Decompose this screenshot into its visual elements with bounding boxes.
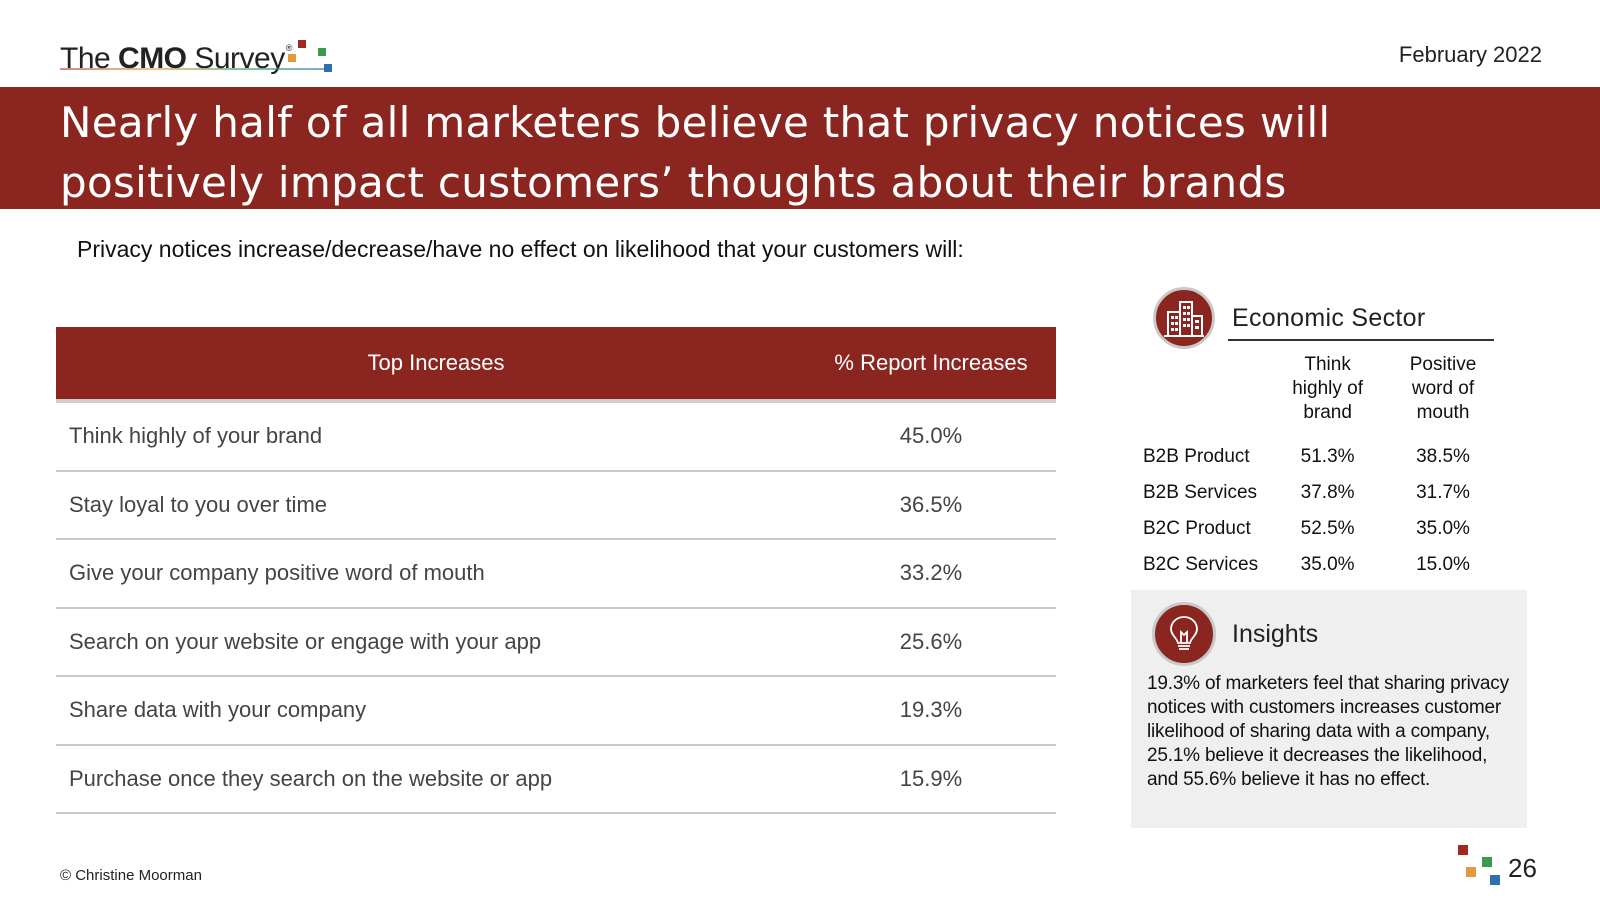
table-row: Search on your website or engage with yo… bbox=[56, 609, 1056, 677]
report-date: February 2022 bbox=[1398, 42, 1542, 67]
sector-row-value-b: 38.5% bbox=[1416, 446, 1470, 467]
sector-row-value-a: 52.5% bbox=[1300, 518, 1355, 539]
row-label: Give your company positive word of mouth bbox=[69, 560, 485, 586]
row-label: Think highly of your brand bbox=[69, 423, 323, 449]
page-squares-icon bbox=[1452, 843, 1502, 893]
row-value: 15.9% bbox=[899, 765, 963, 791]
row-label: Purchase once they search on the website… bbox=[69, 765, 553, 791]
row-value: 25.6% bbox=[899, 628, 963, 654]
table-row: Think highly of your brand 45.0% bbox=[56, 403, 1056, 472]
sector-table: Think highly of brand Positive word of m… bbox=[1143, 353, 1503, 583]
slide-title: Nearly half of all marketers believe tha… bbox=[60, 98, 1331, 207]
sector-row: B2B Product 51.3% 38.5% bbox=[1143, 439, 1503, 475]
page-number: 26 bbox=[1508, 853, 1537, 883]
sector-title: Economic Sector bbox=[1232, 304, 1426, 332]
sector-row: B2C Services 35.0% 15.0% bbox=[1143, 547, 1503, 583]
row-value: 36.5% bbox=[899, 491, 963, 517]
lightbulb-icon-svg bbox=[1170, 616, 1198, 650]
sector-row-value-a: 35.0% bbox=[1300, 554, 1355, 575]
header-report-increases: % Report Increases bbox=[834, 350, 1028, 375]
col-think-highly: Think highly of brand bbox=[1292, 354, 1363, 423]
table-row: Give your company positive word of mouth… bbox=[56, 540, 1056, 609]
title-banner: Nearly half of all marketers believe tha… bbox=[0, 87, 1600, 209]
logo-underline bbox=[60, 68, 330, 70]
sector-row-value-b: 31.7% bbox=[1416, 482, 1470, 503]
sector-row-value-b: 35.0% bbox=[1416, 518, 1470, 539]
sector-row-label: B2B Services bbox=[1143, 482, 1258, 503]
header-rule bbox=[56, 399, 1056, 403]
row-label: Share data with your company bbox=[69, 697, 367, 723]
sector-row-label: B2C Product bbox=[1143, 518, 1251, 539]
header-top-increases: Top Increases bbox=[367, 350, 505, 375]
table-header: Top Increases % Report Increases bbox=[56, 327, 1056, 399]
row-value: 33.2% bbox=[899, 560, 963, 586]
table-row: Purchase once they search on the website… bbox=[56, 746, 1056, 814]
insights-box: Insights 19.3% of marketers feel that sh… bbox=[1131, 590, 1527, 828]
copyright: © Christine Moorman bbox=[60, 867, 202, 884]
sector-row-value-a: 51.3% bbox=[1300, 446, 1355, 467]
sector-row: B2C Product 52.5% 35.0% bbox=[1143, 511, 1503, 547]
sector-table-header: Think highly of brand Positive word of m… bbox=[1143, 353, 1503, 425]
row-label: Search on your website or engage with yo… bbox=[69, 628, 542, 654]
sector-title-rule bbox=[1228, 339, 1494, 341]
row-value: 19.3% bbox=[899, 697, 963, 723]
sector-row-label: B2C Services bbox=[1143, 554, 1259, 575]
insights-title: Insights bbox=[1232, 620, 1319, 648]
sector-row-label: B2B Product bbox=[1143, 446, 1250, 467]
sector-row: B2B Services 37.8% 31.7% bbox=[1143, 475, 1503, 511]
col-positive-wom: Positive word of mouth bbox=[1409, 354, 1477, 423]
slide-subtitle: Privacy notices increase/decrease/have n… bbox=[77, 236, 964, 262]
row-label: Stay loyal to you over time bbox=[69, 491, 328, 517]
buildings-icon-svg bbox=[1164, 301, 1204, 337]
lightbulb-icon bbox=[1152, 602, 1216, 666]
insights-body: 19.3% of marketers feel that sharing pri… bbox=[1147, 673, 1509, 790]
sector-row-value-a: 37.8% bbox=[1300, 482, 1355, 503]
top-increases-table: Top Increases % Report Increases Think h… bbox=[56, 327, 1056, 814]
table-row: Stay loyal to you over time 36.5% bbox=[56, 472, 1056, 540]
sector-row-value-b: 15.0% bbox=[1416, 554, 1470, 575]
row-value: 45.0% bbox=[899, 423, 963, 449]
buildings-icon bbox=[1153, 287, 1215, 349]
table-row: Share data with your company 19.3% bbox=[56, 677, 1056, 746]
